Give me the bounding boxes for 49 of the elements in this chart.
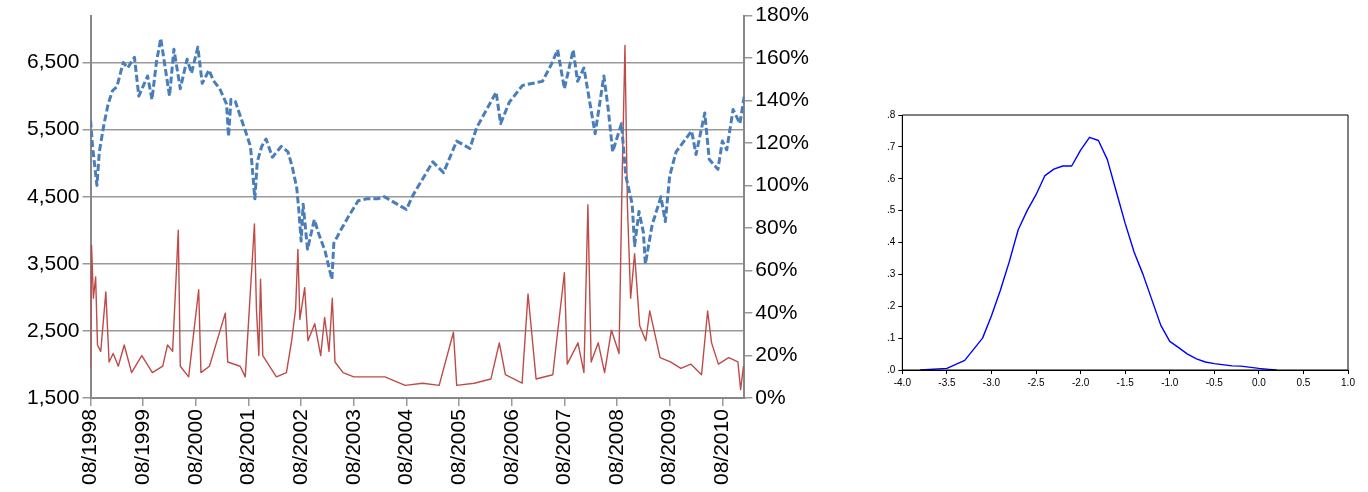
x-tick-label: -3.5 (938, 376, 956, 388)
y-tick-label: .2 (887, 300, 896, 311)
x-tick-label: -2.5 (1027, 376, 1046, 388)
y2-tick-label: 60% (755, 257, 798, 281)
y2-tick-label: 160% (755, 44, 810, 68)
y-tick-label: .6 (887, 172, 896, 184)
x-tick-label: -3.0 (982, 376, 1001, 388)
x-tick-label: -1.5 (1116, 376, 1135, 388)
x-tick-label: 08/2005 (445, 409, 469, 486)
y-tick-label: .7 (887, 140, 896, 152)
x-tick-label: 08/1999 (130, 409, 153, 486)
x-tick-label: -0.5 (1205, 376, 1224, 388)
x-tick-label: 08/2002 (287, 409, 311, 486)
y-tick-label: .1 (887, 331, 896, 343)
x-tick-label: 08/2007 (551, 409, 575, 486)
x-tick-label: 08/2008 (603, 409, 627, 486)
y-tick-label: .3 (887, 268, 896, 280)
x-tick-label: 08/1998 (77, 409, 101, 486)
x-tick-label: 1.0 (1341, 376, 1356, 388)
x-tick-label: 08/2004 (393, 408, 417, 486)
x-tick-label: 08/2006 (498, 409, 522, 486)
y-tick-label: 6,500 (26, 49, 80, 73)
y-tick-label: .4 (887, 236, 896, 248)
x-tick-label: 08/2010 (709, 409, 733, 486)
x-tick-label: 0.5 (1296, 376, 1311, 388)
y2-tick-label: 140% (755, 87, 810, 111)
y2-tick-label: 0% (755, 384, 786, 408)
y-tick-label: .8 (887, 108, 896, 120)
x-tick-label: 08/2001 (235, 409, 259, 486)
y-tick-label: 2,500 (26, 317, 80, 341)
x-tick-label: -4.0 (893, 376, 912, 388)
x-tick-label: 08/2000 (182, 409, 206, 486)
y2-tick-label: 100% (755, 172, 810, 196)
x-tick-label: 0.0 (1251, 376, 1267, 388)
y-tick-label: .0 (887, 363, 896, 375)
x-tick-label: 08/2009 (656, 409, 680, 486)
y2-tick-label: 20% (755, 342, 798, 366)
x-tick-label: -2.0 (1071, 376, 1090, 388)
y-tick-label: 1,500 (26, 384, 80, 408)
y2-tick-label: 180% (755, 2, 810, 26)
y2-tick-label: 80% (755, 214, 798, 238)
y-tick-label: 4,500 (26, 183, 80, 207)
x-tick-label: 08/2003 (340, 409, 364, 486)
y-tick-label: 3,500 (26, 250, 80, 274)
x-tick-label: -1.0 (1161, 376, 1179, 388)
y-tick-label: .5 (887, 204, 896, 216)
y2-tick-label: 120% (755, 129, 810, 153)
y2-tick-label: 40% (755, 299, 798, 323)
y-tick-label: 5,500 (26, 116, 80, 140)
